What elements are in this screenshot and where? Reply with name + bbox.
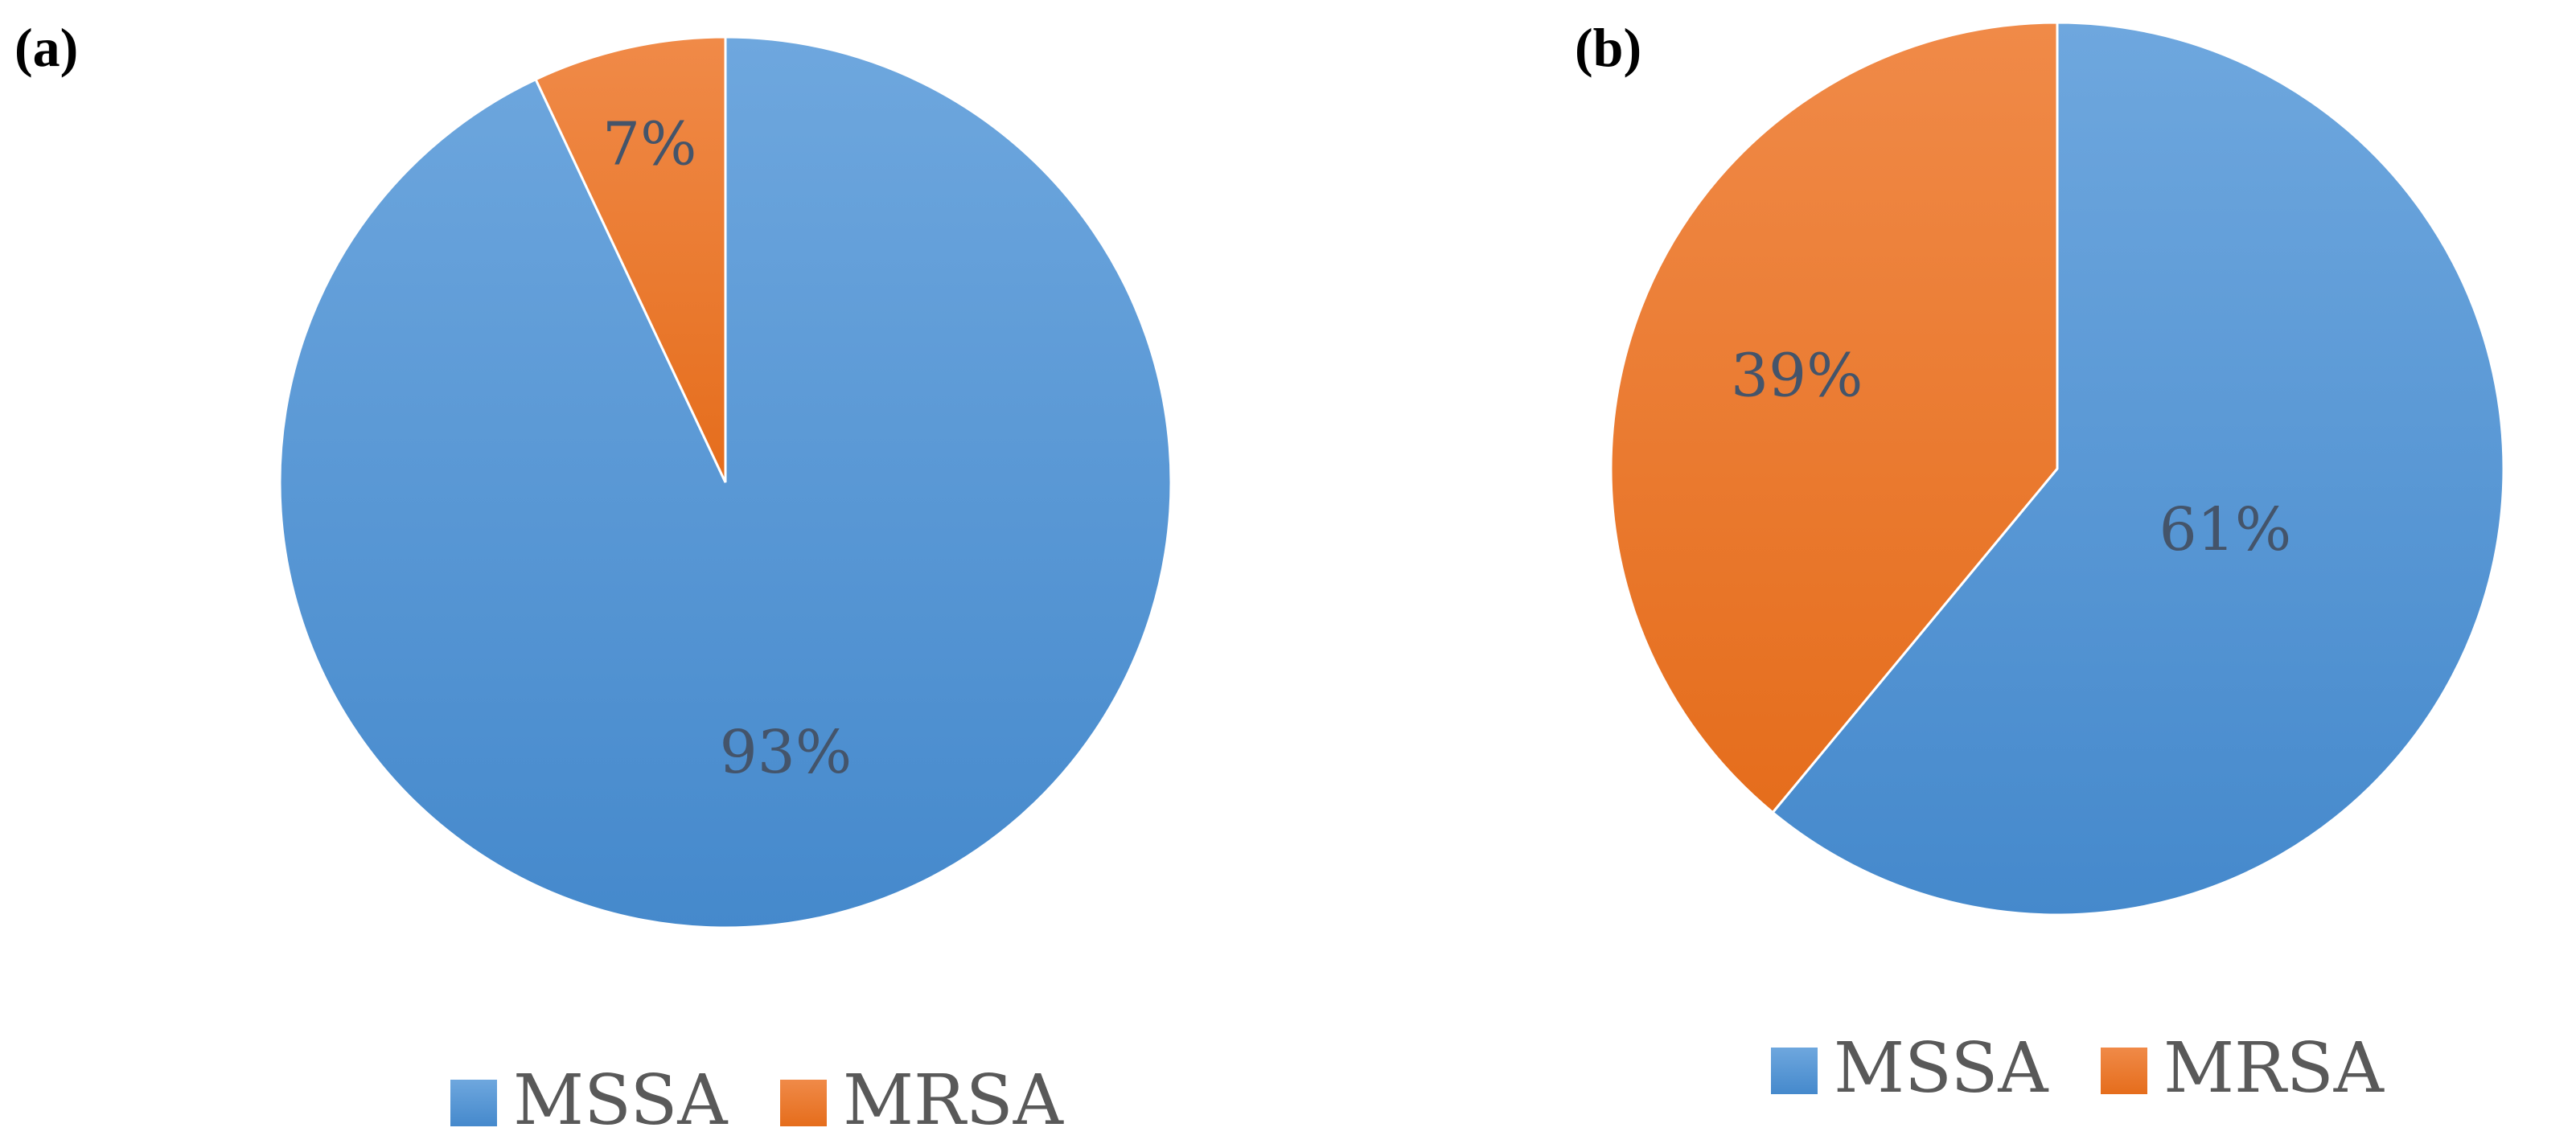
pie-slice-b-mssa <box>1771 21 2505 916</box>
chart-panel-a: (a) 93% 7% MSSA MRSA <box>14 17 1173 1141</box>
legend-a: MSSA MRSA <box>450 1060 1064 1141</box>
panel-label-a: (a) <box>14 17 78 78</box>
data-label-b-mrsa: 39% <box>1731 341 1863 410</box>
legend-item-b-mrsa: MRSA <box>2101 1028 2385 1109</box>
data-label-a-mssa: 93% <box>720 718 852 787</box>
legend-item-a-mssa: MSSA <box>450 1060 728 1141</box>
data-label-a-mrsa: 7% <box>602 109 696 178</box>
data-label-b-mssa: 61% <box>2159 495 2291 564</box>
legend-label-a-mssa: MSSA <box>513 1060 728 1141</box>
legend-label-b-mssa: MSSA <box>1834 1028 2048 1109</box>
pie-slice-a-mrsa <box>534 35 727 483</box>
legend-b: MSSA MRSA <box>1771 1028 2385 1109</box>
legend-label-a-mrsa: MRSA <box>843 1060 1064 1141</box>
pie-b <box>1609 21 2505 916</box>
legend-swatch-b-mssa <box>1771 1048 1818 1094</box>
legend-swatch-a-mssa <box>450 1080 497 1126</box>
legend-swatch-b-mrsa <box>2101 1048 2147 1094</box>
panel-label-b: (b) <box>1575 17 1641 78</box>
legend-label-b-mrsa: MRSA <box>2163 1028 2385 1109</box>
legend-item-b-mssa: MSSA <box>1771 1028 2048 1109</box>
pie-slice-b-mrsa <box>1609 21 2059 814</box>
chart-panel-b: (b) 61% 39% MSSA MRSA <box>1575 17 2505 1109</box>
pie-a <box>278 35 1173 929</box>
legend-item-a-mrsa: MRSA <box>780 1060 1064 1141</box>
legend-swatch-a-mrsa <box>780 1080 827 1126</box>
